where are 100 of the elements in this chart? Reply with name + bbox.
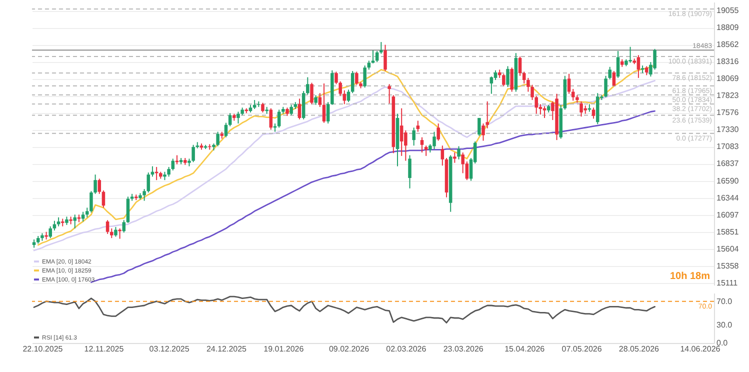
- candlestick: [612, 70, 616, 87]
- x-tick-label: 15.04.2026: [504, 344, 546, 354]
- candlestick: [146, 172, 150, 194]
- candlestick: [494, 70, 498, 80]
- annotation: 10h 18m: [670, 271, 710, 282]
- x-tick-label: 19.01.2026: [264, 344, 304, 354]
- candlestick: [384, 44, 387, 72]
- candlestick: [510, 67, 514, 92]
- candlestick: [453, 152, 456, 164]
- y-tick-label: 16590: [716, 176, 740, 186]
- candlestick: [167, 166, 170, 178]
- candlestick: [216, 131, 220, 147]
- candlestick: [224, 122, 228, 138]
- candlestick: [412, 127, 416, 146]
- candlestick: [506, 66, 510, 88]
- candlestick: [400, 108, 404, 156]
- candlestick: [408, 154, 412, 189]
- candlestick: [440, 145, 444, 166]
- x-tick-label: 23.03.2026: [443, 344, 484, 354]
- candlestick: [236, 111, 240, 124]
- y-tick-label: 16837: [716, 159, 740, 168]
- candlestick: [306, 76, 310, 95]
- candlestick: [126, 196, 130, 224]
- candlestick: [326, 102, 330, 124]
- line-series: [33, 296, 656, 324]
- candlestick: [567, 73, 571, 94]
- candlestick: [571, 88, 575, 102]
- candlestick: [416, 120, 420, 132]
- candlestick: [490, 76, 494, 94]
- candlestick: [636, 54, 640, 78]
- y-tick-label: 15851: [716, 227, 740, 236]
- candlestick: [277, 109, 281, 128]
- candlestick: [228, 112, 232, 127]
- candlestick: [580, 100, 583, 118]
- candlestick: [290, 104, 293, 116]
- y-tick-label: 17083: [716, 142, 740, 152]
- candlestick: [102, 190, 106, 208]
- candlestick: [318, 92, 322, 108]
- candlestick: [355, 71, 358, 86]
- candlestick: [404, 130, 408, 162]
- candlestick: [314, 94, 318, 106]
- x-tick-label: 07.05.2026: [562, 344, 602, 354]
- candlestick: [616, 50, 620, 78]
- y-tick-label: 18809: [716, 23, 740, 32]
- candlestick: [628, 46, 632, 64]
- y-tick-label: 70.0: [716, 296, 733, 306]
- candlestick: [142, 188, 146, 202]
- candlestick: [436, 122, 440, 142]
- candlestick: [380, 42, 383, 54]
- x-tick-label: 14.06.2026: [680, 344, 721, 354]
- y-tick-label: 18316: [716, 57, 740, 66]
- candlestick: [420, 136, 424, 153]
- y-tick-label: 17823: [716, 91, 740, 100]
- candlestick: [114, 226, 118, 238]
- candlestick: [363, 65, 366, 88]
- y-tick-label: 17330: [716, 125, 740, 134]
- candlestick: [350, 70, 354, 94]
- candlestick: [322, 82, 326, 124]
- y-tick-label: 30.0: [716, 320, 733, 330]
- y-tick-label: 18562: [716, 40, 740, 50]
- x-tick-label: 28.05.2026: [618, 344, 660, 354]
- candlestick: [98, 178, 102, 194]
- candlestick: [653, 48, 656, 70]
- y-tick-label: 16097: [716, 210, 740, 220]
- candlestick: [90, 190, 93, 214]
- candlestick: [522, 71, 526, 84]
- candlestick: [526, 77, 530, 92]
- x-tick-label: 22.10.2025: [22, 344, 64, 354]
- candlestick: [110, 228, 114, 239]
- candlestick: [334, 71, 338, 85]
- y-tick-label: 17576: [716, 108, 740, 118]
- candlestick: [338, 80, 342, 96]
- candlestick: [346, 89, 350, 103]
- candlestick: [48, 226, 52, 239]
- x-tick-label: 24.12.2025: [206, 344, 248, 354]
- x-tick-label: 02.03.2026: [386, 344, 427, 354]
- candlestick: [518, 56, 522, 76]
- candlestick: [457, 146, 460, 160]
- x-tick-label: 09.02.2026: [328, 344, 370, 354]
- candlestick: [106, 220, 110, 234]
- y-tick-label: 18069: [716, 74, 740, 84]
- candlestick: [482, 122, 485, 142]
- candlestick: [122, 220, 126, 234]
- candlestick: [592, 107, 596, 120]
- candlestick: [94, 174, 97, 194]
- x-tick-label: 12.11.2025: [84, 344, 124, 354]
- candlestick: [478, 117, 481, 136]
- candlestick: [261, 102, 264, 113]
- y-tick-label: 16344: [716, 193, 740, 202]
- candlestick: [310, 82, 314, 105]
- candlestick: [192, 144, 195, 163]
- y-tick-label: 19055: [716, 6, 740, 16]
- x-tick-label: 03.12.2025: [149, 344, 190, 354]
- candlestick: [298, 98, 302, 120]
- y-tick-label: 15358: [716, 261, 740, 270]
- candlestick: [502, 73, 506, 87]
- y-tick-label: 15604: [716, 244, 740, 254]
- candlestick: [269, 108, 273, 130]
- y-tick-label: 15111: [716, 278, 738, 288]
- y-tick-label: 0.0: [716, 338, 728, 348]
